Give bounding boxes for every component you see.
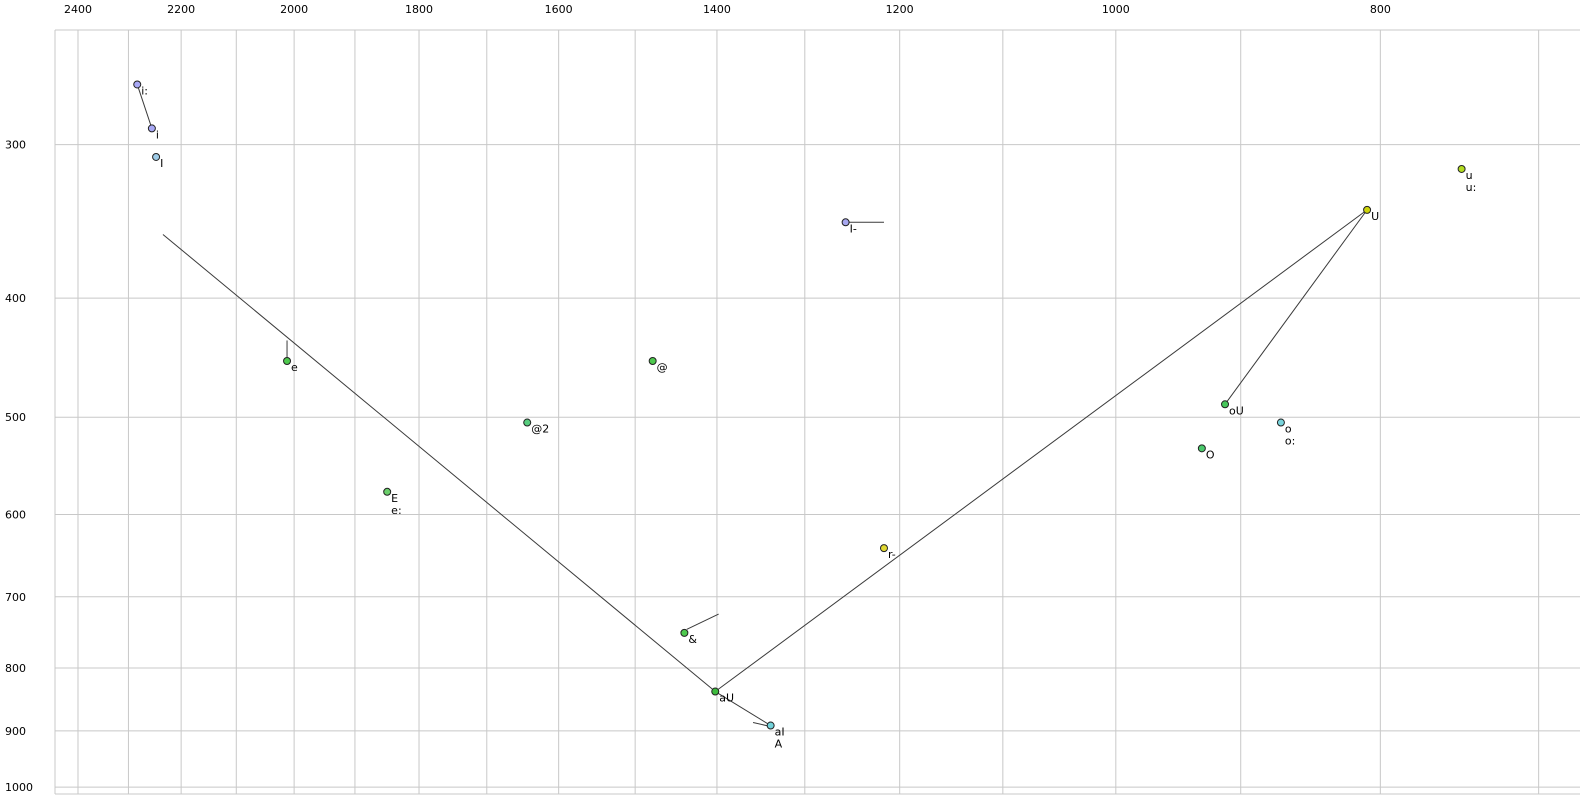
data-point-marker — [1197, 444, 1206, 453]
data-point-marker — [133, 80, 142, 89]
data-point-label: oU — [1229, 404, 1244, 417]
data-point-label: o — [1285, 423, 1292, 436]
x-axis-tick-label: 2000 — [280, 3, 308, 16]
data-point-label: I — [160, 157, 163, 170]
data-point-marker — [841, 218, 850, 227]
data-point-label: e — [291, 361, 298, 374]
trajectory-line — [136, 84, 153, 129]
data-point-label: aU — [719, 692, 734, 705]
x-axis-tick-label: 1000 — [1102, 3, 1130, 16]
data-point-marker — [766, 721, 775, 730]
trajectory-line — [714, 691, 771, 726]
y-axis-tick-label: 400 — [5, 292, 26, 305]
data-point-label: i — [156, 128, 159, 141]
data-point-label: A — [775, 738, 783, 751]
data-point-label: & — [688, 633, 697, 646]
data-point-marker — [1363, 205, 1372, 214]
data-point-marker — [711, 687, 720, 696]
data-point-marker — [523, 418, 532, 427]
data-point-marker — [152, 152, 161, 161]
x-axis-tick-label: 800 — [1370, 3, 1391, 16]
data-point-label: O — [1206, 448, 1215, 461]
data-point-label: e: — [391, 504, 401, 517]
data-point-marker — [283, 357, 292, 366]
data-point-label: U — [1371, 210, 1379, 223]
y-axis-tick-label: 1000 — [5, 781, 33, 794]
data-point-marker — [383, 487, 392, 496]
y-axis-tick-label: 300 — [5, 139, 26, 152]
trajectory-line — [1224, 209, 1368, 405]
x-axis-tick-label: 1200 — [886, 3, 914, 16]
x-axis-tick-label: 1400 — [703, 3, 731, 16]
y-axis-tick-label: 900 — [5, 725, 26, 738]
data-point-label: I- — [850, 222, 857, 235]
data-point-label: E — [391, 492, 398, 505]
data-point-marker — [680, 628, 689, 637]
data-point-label: r- — [888, 548, 896, 561]
trajectory-line — [686, 613, 719, 630]
data-point-marker — [879, 544, 888, 553]
y-axis-tick-label: 500 — [5, 411, 26, 424]
data-point-label: o: — [1285, 435, 1295, 448]
trajectory-line — [714, 209, 1368, 692]
data-point-marker — [1276, 418, 1285, 427]
trajectory-line — [752, 722, 769, 727]
data-point-marker — [1457, 164, 1466, 173]
data-point-label: u: — [1466, 181, 1477, 194]
data-point-label: aI — [775, 726, 785, 739]
x-axis-tick-label: 2200 — [167, 3, 195, 16]
x-axis-tick-label: 1800 — [405, 3, 433, 16]
data-point-label: i: — [141, 84, 148, 97]
y-axis-tick-label: 800 — [5, 662, 26, 675]
data-point-label: u — [1466, 169, 1473, 182]
y-axis-tick-label: 600 — [5, 509, 26, 522]
trajectory-line — [162, 234, 716, 692]
y-axis-tick-label: 700 — [5, 591, 26, 604]
data-point-marker — [147, 124, 156, 133]
data-point-label: @2 — [531, 423, 549, 436]
x-axis-tick-label: 1600 — [545, 3, 573, 16]
data-point-label: @ — [657, 361, 668, 374]
data-point-marker — [1221, 400, 1230, 409]
x-axis-tick-label: 2400 — [64, 3, 92, 16]
data-point-marker — [648, 357, 657, 366]
